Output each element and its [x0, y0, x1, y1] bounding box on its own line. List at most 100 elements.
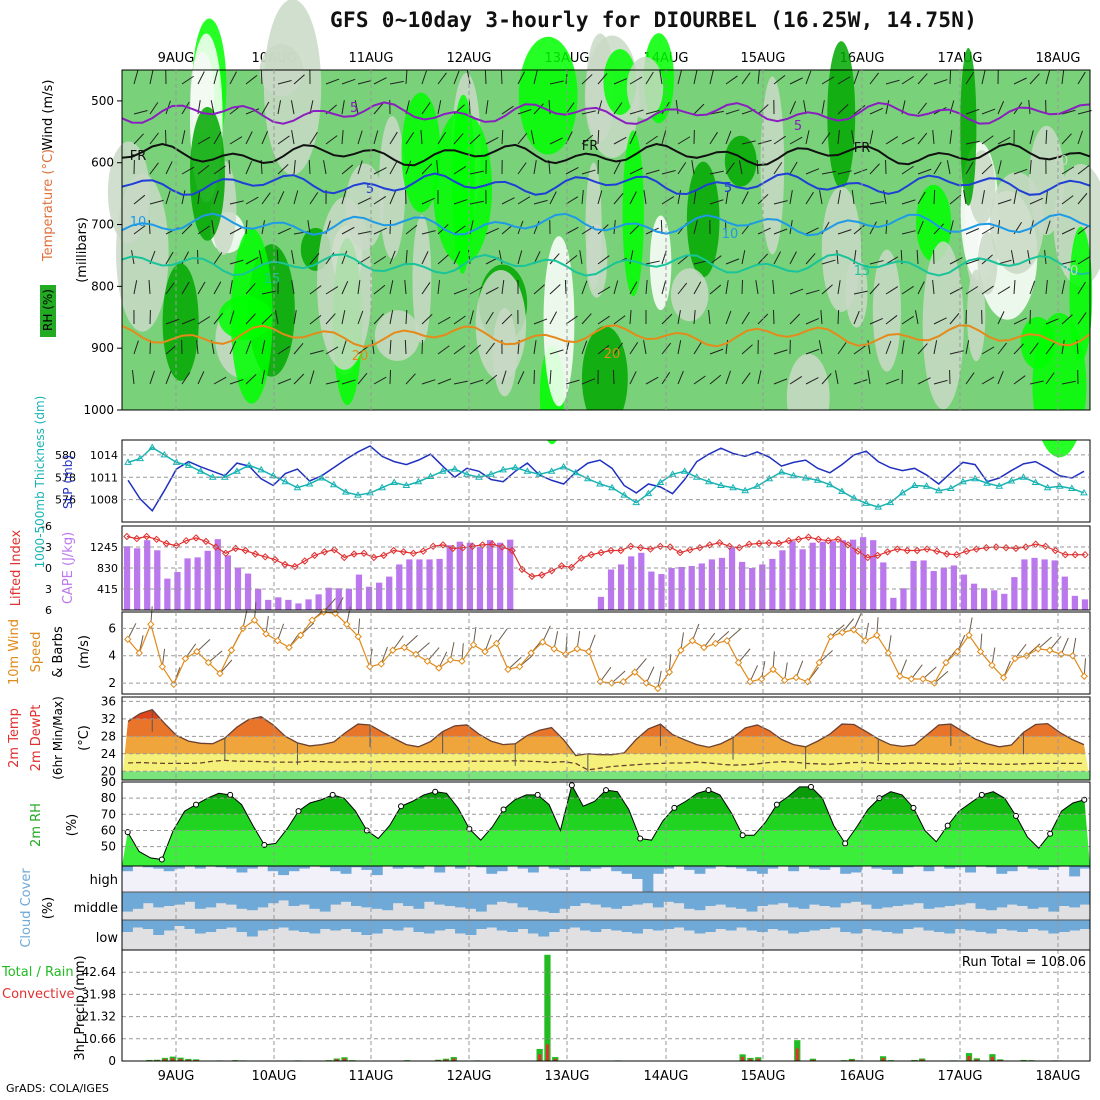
cape-bar [970, 583, 978, 610]
wind-barb [373, 255, 387, 265]
wind-barb [357, 80, 372, 85]
wind-barb [164, 129, 167, 145]
cloud-cover-cell [632, 892, 643, 905]
cloud-cover-cell [944, 866, 956, 869]
cloud-cover-cell [538, 892, 550, 912]
li-marker [1081, 550, 1089, 559]
cape-bar [164, 578, 171, 610]
wind-barb [851, 190, 855, 205]
wind-barb [933, 317, 947, 325]
cloud-cover-cell [142, 866, 154, 868]
rh-tick-label: 60 [101, 823, 116, 837]
wind-barb [997, 311, 1005, 325]
li-marker [370, 553, 378, 562]
li-marker [626, 542, 635, 551]
wind-barb [773, 378, 788, 385]
date-label: 18AUG [1035, 1069, 1080, 1084]
wind-barb [613, 78, 628, 85]
surface-wind-barb [818, 650, 833, 663]
li-tick-label: -3 [41, 541, 52, 554]
cloud-cover-cell [455, 920, 466, 934]
wind-barb [1061, 70, 1065, 85]
wind-barb [389, 161, 398, 175]
cape-bar [607, 569, 615, 610]
wind-speed-marker [492, 639, 501, 648]
cloud-cover-cell [392, 892, 404, 904]
cloud-cover-cell [194, 920, 206, 934]
wind-barb [821, 259, 836, 265]
temp-tick-label: 24 [101, 747, 116, 761]
wind-barb [213, 312, 224, 325]
convective-precip-bar [748, 1059, 752, 1061]
surface-wind-barb [323, 598, 336, 613]
wind-barb [853, 310, 860, 325]
cloud-cover-cell [340, 866, 352, 874]
wind-speed-marker [780, 676, 789, 685]
wind-barb [309, 285, 322, 295]
cloud-cover-cell [507, 892, 519, 904]
wind-barb [963, 190, 967, 205]
wind-barb [981, 346, 995, 355]
thickness-marker [704, 477, 713, 485]
cloud-cover-cell [340, 892, 352, 902]
cloud-cover-cell [1027, 920, 1039, 929]
slp-line [127, 445, 1085, 513]
cloud-cover-cell [590, 920, 602, 932]
surface-wind-barb [726, 628, 741, 642]
cloud-unit-label: (%) [41, 897, 56, 920]
wind-barb [661, 170, 676, 175]
wind-barb [549, 80, 564, 85]
surface-wind-barb [403, 634, 418, 648]
cloud-cover-cell [423, 920, 435, 934]
wind-barb [885, 136, 899, 145]
wind-barb [213, 190, 219, 205]
wind-barb [565, 226, 579, 235]
wind-barb [581, 110, 596, 115]
wind-barb [517, 250, 523, 265]
wind-barb [549, 137, 563, 145]
wind-barb [229, 379, 244, 385]
cape-bar [436, 558, 443, 610]
convective-precip-bar [186, 1059, 190, 1061]
wind-barb [165, 344, 178, 355]
wind-barb [293, 160, 296, 175]
cloud-cover-cell [652, 892, 664, 908]
li-marker [142, 532, 151, 541]
cloud-cover-cell [371, 920, 383, 934]
rh-marker [603, 787, 609, 794]
surface-wind-barb [599, 666, 612, 682]
cloud-cover-cell [829, 866, 841, 868]
cloud-cover-cell [517, 866, 529, 869]
cloud-cover-cell [621, 866, 633, 874]
wind-barb [997, 199, 1012, 205]
wind-barb [691, 160, 695, 175]
cloud-cover-cell [1017, 892, 1029, 906]
cape-bar [446, 545, 453, 610]
cape-bar [678, 566, 685, 610]
wind-barb [643, 190, 647, 205]
wind-barb [757, 370, 762, 385]
wind-barb [309, 131, 318, 145]
wind-barb [341, 250, 348, 265]
wind-barb [853, 105, 866, 115]
wind-barb [341, 281, 349, 295]
wind-barb [197, 225, 210, 235]
cloud-cover-cell [423, 892, 435, 902]
thickness-marker [680, 467, 689, 474]
cape-bar [406, 559, 413, 610]
cape-bar [254, 588, 262, 610]
wind-speed-marker [273, 636, 282, 645]
thickness-marker [233, 467, 241, 474]
wind-barb [805, 377, 819, 385]
wind-barb [629, 223, 641, 235]
cloud-cover-cell [298, 892, 310, 905]
thickness-marker [838, 487, 846, 494]
cape-bar [1071, 595, 1079, 610]
rh-marker [568, 782, 575, 789]
wind-barb [261, 130, 269, 145]
wind-barb [181, 318, 196, 325]
thickness-marker [910, 481, 919, 488]
cloud-cover-cell [1006, 920, 1018, 931]
thickness-marker [668, 470, 677, 477]
li-marker [676, 548, 684, 557]
